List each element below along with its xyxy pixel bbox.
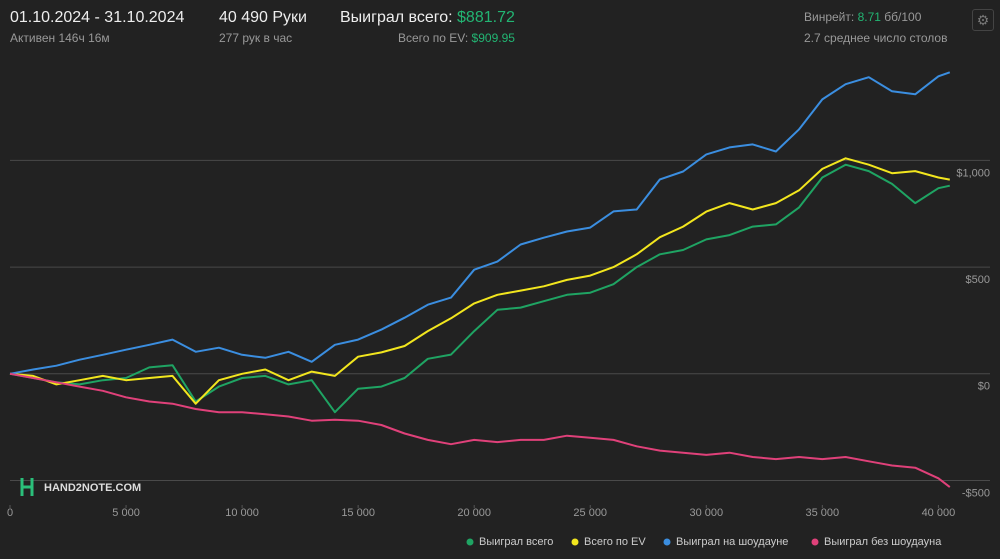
series-line [9, 372, 951, 488]
y-tick-label: -$500 [962, 487, 990, 499]
legend-label: Выиграл без шоудауна [824, 536, 942, 548]
legend-item: Выиграл всего [466, 536, 553, 548]
ev-label: Всего по EV: [398, 31, 469, 45]
hands: 40 490 Руки [219, 9, 307, 26]
winrate-unit: бб/100 [884, 10, 922, 24]
logo: HAND2NOTE.COM [20, 478, 141, 496]
legend-swatch [466, 538, 474, 546]
won-label: Выиграл всего: [340, 9, 453, 26]
active-time: Активен 146ч 16м [10, 31, 110, 45]
hands-per-hour: 277 рук в час [219, 31, 293, 45]
logo-icon [20, 478, 34, 496]
series-line [9, 71, 951, 375]
x-tick-label: 15 000 [341, 507, 375, 519]
winrate-value: 8.71 [857, 10, 881, 24]
x-tick-label: 20 000 [457, 507, 491, 519]
won-value: $881.72 [457, 9, 515, 26]
logo-text: HAND2NOTE.COM [44, 482, 141, 494]
x-tick-label: 40 000 [922, 507, 956, 519]
period: 01.10.2024 - 31.10.2024 [10, 9, 185, 26]
ev-value: $909.95 [471, 31, 515, 45]
legend-item: Выиграл без шоудауна [811, 536, 942, 548]
series-line [9, 163, 951, 414]
x-tick-label: 5 000 [112, 507, 140, 519]
legend-swatch [571, 538, 579, 546]
legend-label: Выиграл всего [479, 536, 553, 548]
y-tick-label: $1,000 [956, 167, 990, 179]
legend-item: Всего по EV [571, 536, 646, 548]
x-tick-label: 0 [7, 507, 13, 519]
legend-swatch [663, 538, 671, 546]
legend-swatch [811, 538, 819, 546]
settings-button[interactable]: ⚙ [972, 9, 994, 31]
series-line [9, 157, 950, 405]
winrate-label: Винрейт: [804, 10, 855, 24]
won-total: Выиграл всего: $881.72 [340, 9, 515, 27]
plot: -$500 $0 $500 $1,000 0 5 000 10 000 15 000 20 00… [7, 71, 990, 548]
legend-label: Всего по EV [584, 536, 646, 548]
x-tick-label: 10 000 [225, 507, 259, 519]
y-tick-label: $0 [978, 381, 990, 393]
ev-total: Всего по EV: $909.95 [398, 31, 515, 45]
x-tick-label: 25 000 [573, 507, 607, 519]
legend-item: Выиграл на шоудауне [663, 536, 788, 548]
y-tick-label: $500 [966, 274, 990, 286]
legend-label: Выиграл на шоудауне [676, 536, 788, 548]
x-tick-label: 35 000 [806, 507, 840, 519]
winrate: Винрейт: 8.71 бб/100 [804, 10, 921, 24]
x-tick-label: 30 000 [689, 507, 723, 519]
avg-tables: 2.7 среднее число столов [804, 31, 948, 45]
